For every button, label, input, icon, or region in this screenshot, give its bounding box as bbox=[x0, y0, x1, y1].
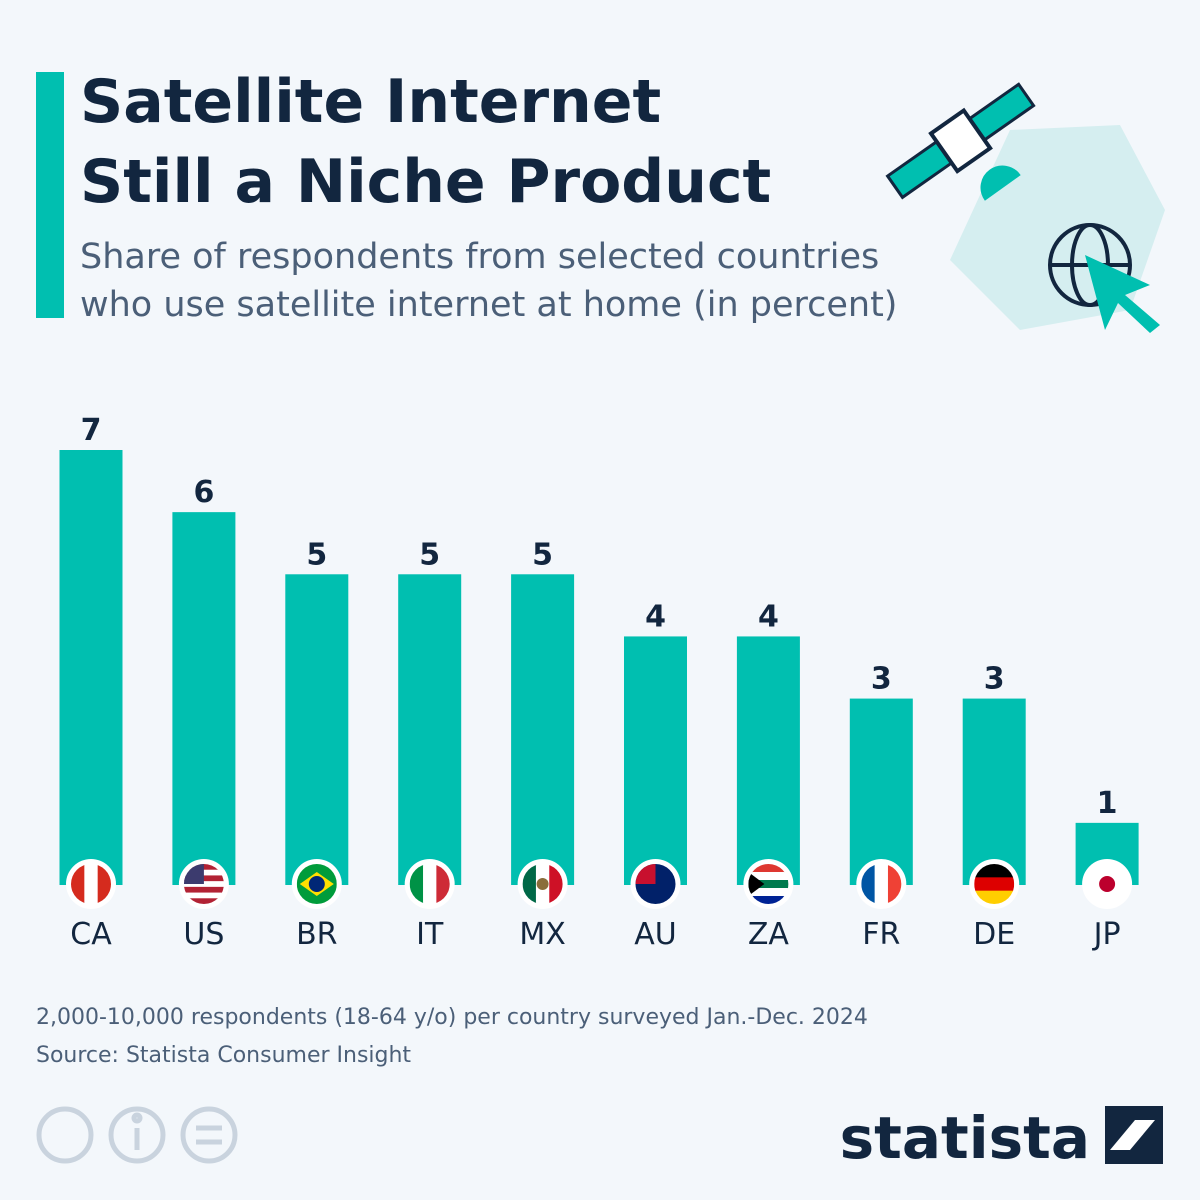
x-tick-label: AU bbox=[634, 917, 676, 952]
flag-stripe bbox=[748, 896, 789, 904]
flag-stripe bbox=[748, 880, 789, 889]
x-tick-label: MX bbox=[519, 917, 565, 952]
chart-subtitle: who use satellite internet at home (in p… bbox=[80, 285, 897, 325]
source: Source: Statista Consumer Insight bbox=[36, 1043, 411, 1068]
x-tick-label: JP bbox=[1092, 917, 1121, 952]
x-tick-label: BR bbox=[296, 917, 337, 952]
flag-stripe bbox=[874, 864, 889, 904]
flag-stripe bbox=[183, 881, 224, 888]
flag-stripe bbox=[522, 864, 537, 904]
flag-stripe bbox=[97, 864, 111, 904]
flag-stripe bbox=[974, 877, 1015, 892]
flag-stripe bbox=[748, 872, 789, 881]
value-label: 3 bbox=[984, 662, 1005, 697]
x-tick-label: IT bbox=[416, 917, 444, 952]
flag-stripe bbox=[84, 864, 99, 904]
flag-dot bbox=[536, 878, 549, 890]
x-tick-label: US bbox=[183, 917, 224, 952]
flag-stripe bbox=[71, 864, 85, 904]
bar bbox=[962, 698, 1026, 885]
flag bbox=[409, 864, 450, 904]
x-tick-label: CA bbox=[70, 917, 112, 952]
flag bbox=[861, 864, 902, 904]
footnote: 2,000-10,000 respondents (18-64 y/o) per… bbox=[36, 1005, 868, 1030]
flag-stripe bbox=[183, 898, 224, 904]
value-label: 5 bbox=[532, 537, 553, 572]
flag-stripe bbox=[974, 890, 1015, 904]
flag bbox=[635, 864, 676, 904]
bar bbox=[511, 574, 575, 885]
chart-title: Still a Niche Product bbox=[80, 147, 771, 217]
license-icons bbox=[36, 1106, 238, 1164]
value-label: 5 bbox=[419, 537, 440, 572]
flag bbox=[296, 864, 337, 904]
value-label: 5 bbox=[306, 537, 327, 572]
flag-stripe bbox=[409, 864, 424, 904]
bar bbox=[59, 450, 123, 885]
flag-triangle bbox=[748, 872, 765, 896]
flag-dot bbox=[1099, 876, 1116, 892]
flag bbox=[522, 864, 563, 904]
x-tick-label: ZA bbox=[748, 917, 790, 952]
flag-dot bbox=[308, 876, 325, 892]
flag bbox=[748, 864, 789, 904]
illustration bbox=[885, 82, 1165, 333]
logo-mark bbox=[1105, 1106, 1163, 1164]
flag-stripe bbox=[974, 864, 1015, 878]
flag-stripe bbox=[183, 886, 224, 894]
bar bbox=[285, 574, 349, 885]
flag-stripe bbox=[183, 892, 224, 899]
bar bbox=[624, 636, 687, 885]
bar bbox=[172, 512, 236, 885]
flag bbox=[1087, 864, 1128, 904]
value-label: 4 bbox=[758, 599, 779, 634]
bar bbox=[849, 698, 913, 885]
value-label: 4 bbox=[645, 599, 666, 634]
flag-stripe bbox=[861, 864, 876, 904]
flag-stripe bbox=[748, 888, 789, 897]
chart-title: Satellite Internet bbox=[80, 67, 661, 137]
flag-stripe bbox=[423, 864, 437, 904]
value-label: 7 bbox=[81, 413, 102, 448]
flag-stripe bbox=[887, 864, 902, 904]
value-label: 6 bbox=[193, 475, 214, 510]
value-label: 3 bbox=[871, 662, 892, 697]
title-accent bbox=[36, 72, 64, 318]
chart-subtitle: Share of respondents from selected count… bbox=[80, 237, 879, 277]
flag-stripe bbox=[549, 864, 563, 904]
flag bbox=[974, 864, 1015, 904]
value-label: 1 bbox=[1097, 786, 1118, 821]
flag-stripe bbox=[436, 864, 450, 904]
logo: statista bbox=[840, 1104, 1090, 1172]
bar bbox=[736, 636, 800, 885]
x-tick-label: DE bbox=[973, 917, 1015, 952]
bar bbox=[398, 574, 462, 885]
flag bbox=[71, 864, 111, 904]
x-tick-label: FR bbox=[862, 917, 900, 952]
flag-stripe bbox=[748, 864, 789, 873]
